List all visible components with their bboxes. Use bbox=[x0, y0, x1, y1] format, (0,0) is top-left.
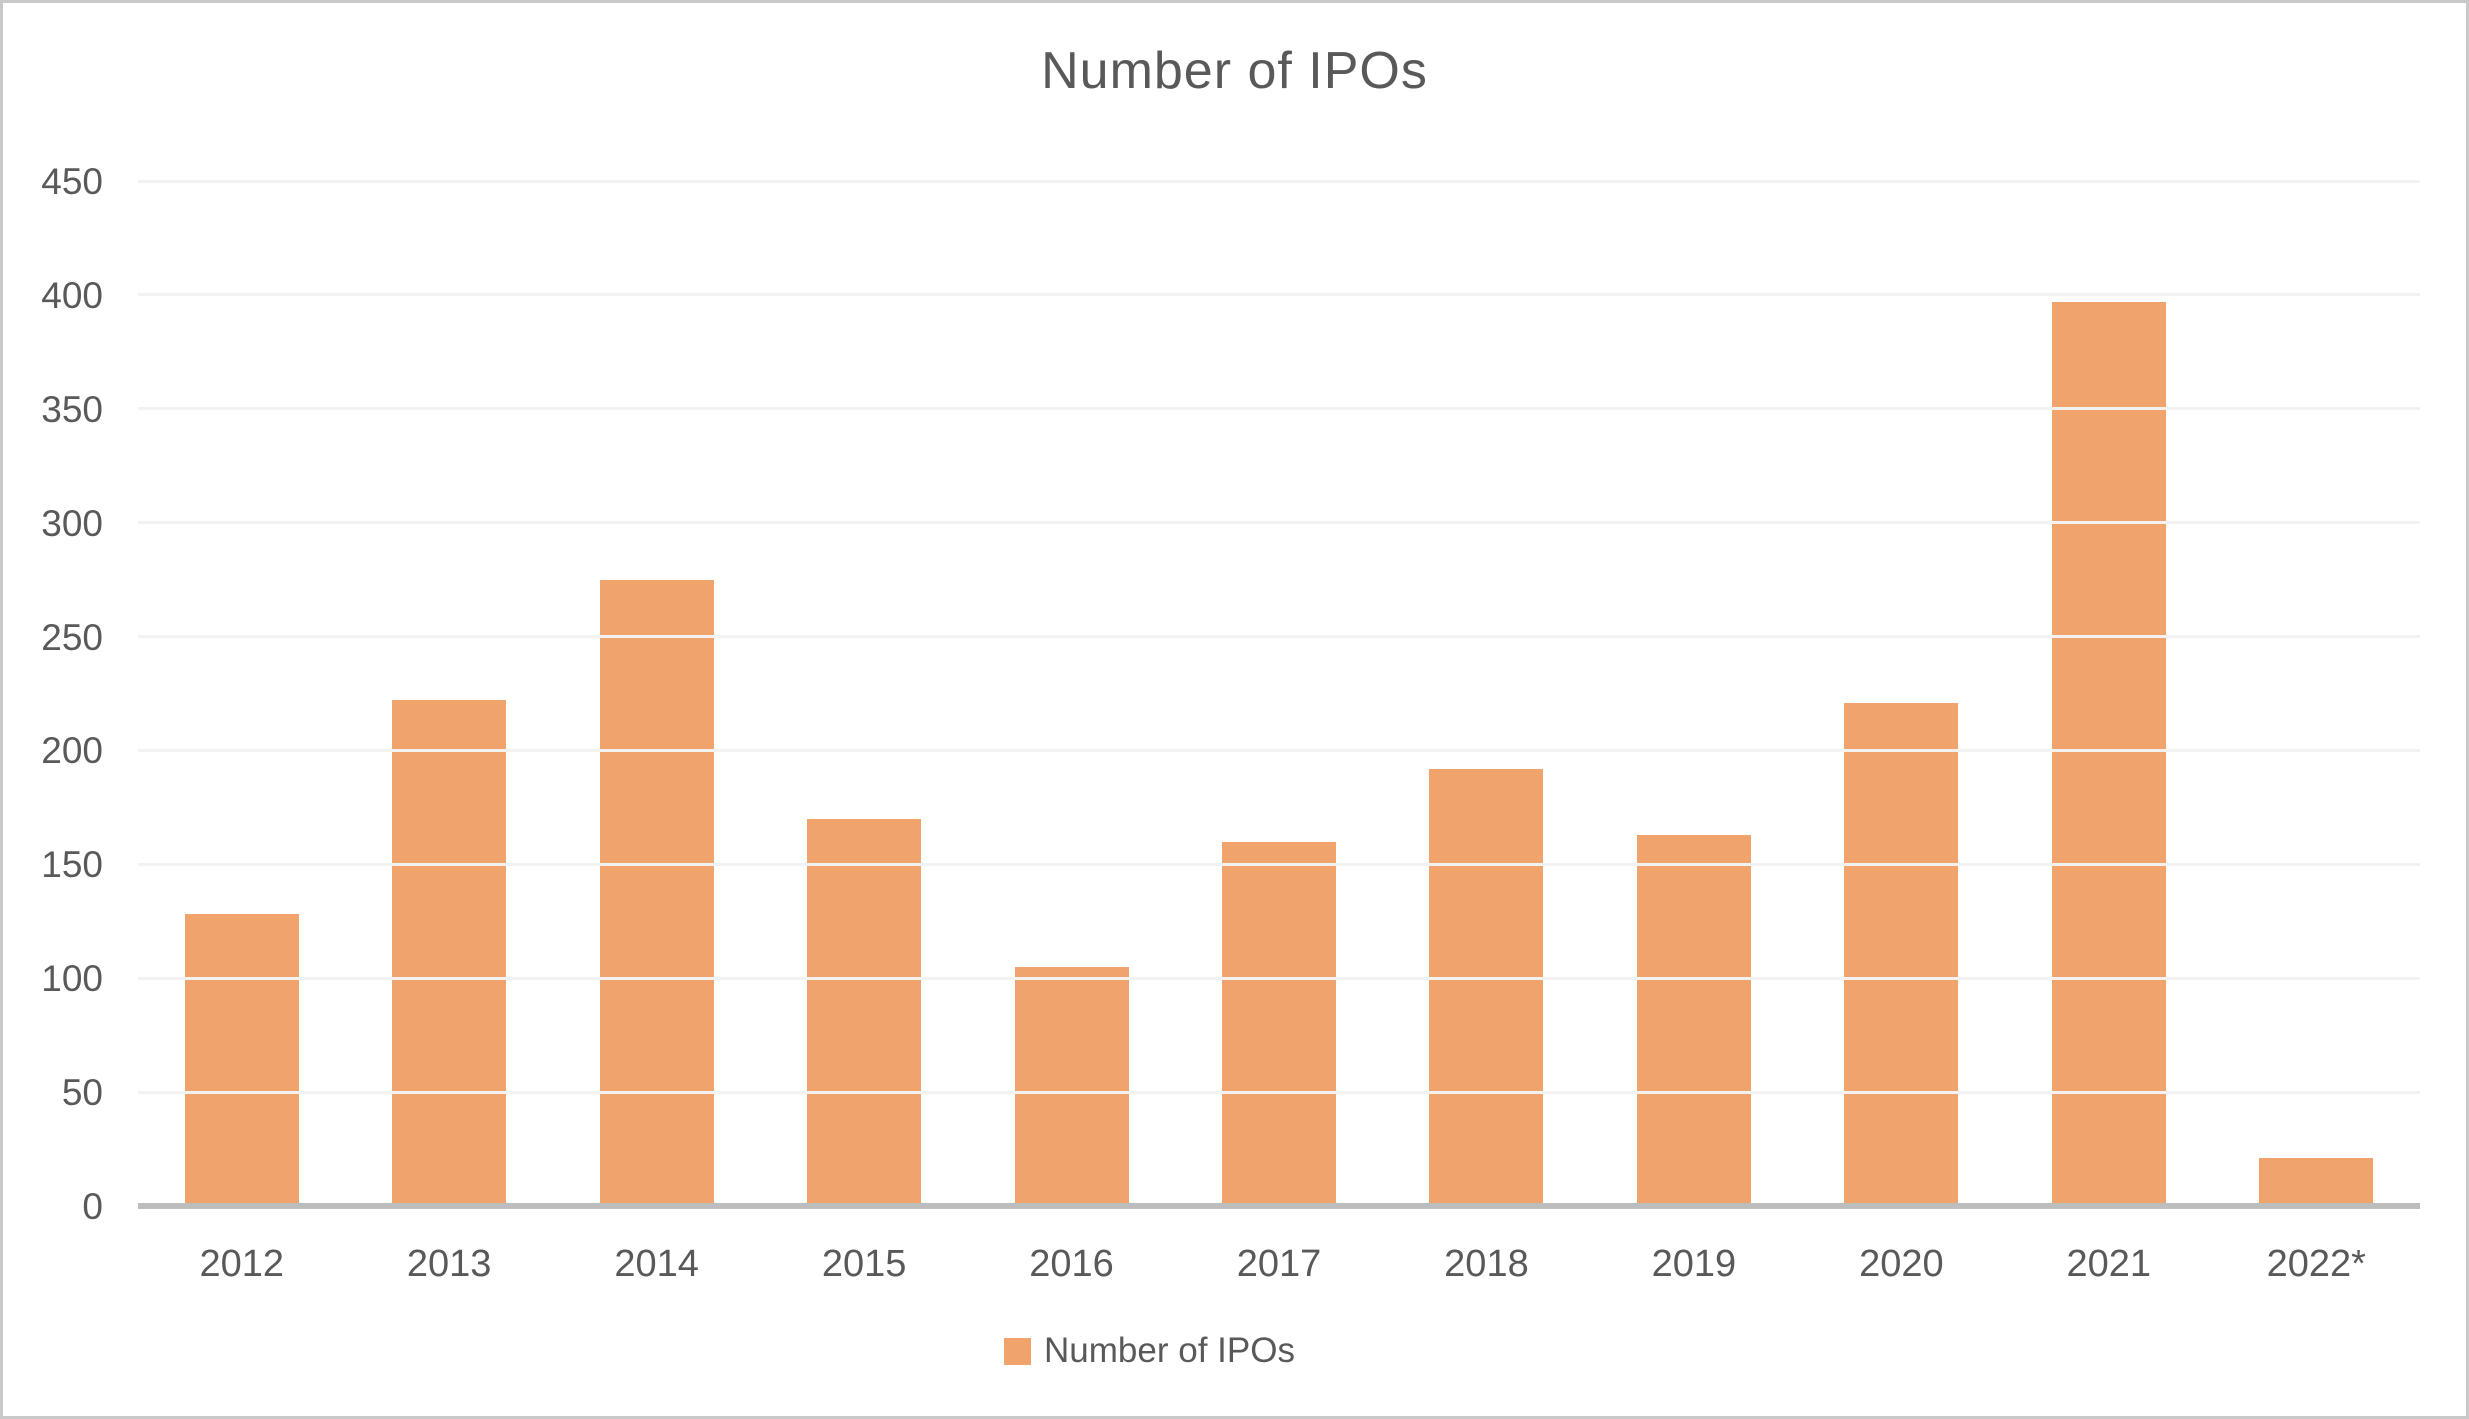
bar bbox=[807, 818, 922, 1206]
y-axis-tick-label: 200 bbox=[41, 730, 103, 772]
bar-slot bbox=[2005, 181, 2212, 1206]
plot-area bbox=[138, 179, 2420, 1209]
bar-slot bbox=[138, 181, 345, 1206]
bar bbox=[2051, 301, 2166, 1206]
bar bbox=[2259, 1158, 2374, 1206]
bar-slot bbox=[760, 181, 967, 1206]
x-axis-tick-label: 2014 bbox=[614, 1243, 699, 1285]
y-axis-tick-label: 400 bbox=[41, 274, 103, 316]
x-axis-tick-label: 2020 bbox=[1859, 1243, 1944, 1285]
bar-slot bbox=[1798, 181, 2005, 1206]
x-axis-labels: 2012 2013 2014 2015 2016 2017 2018 2019 2020 2021… bbox=[138, 1243, 2420, 1286]
x-axis-tick-label: 2013 bbox=[406, 1243, 492, 1285]
x-axis-tick-label: 2012 bbox=[199, 1243, 284, 1285]
gridline bbox=[138, 407, 2420, 411]
y-axis-tick-label: 0 bbox=[82, 1186, 103, 1227]
x-axis-tick-label: 2021 bbox=[2066, 1243, 2152, 1285]
bar bbox=[392, 700, 507, 1206]
gridline bbox=[138, 293, 2420, 297]
y-axis-tick-label: 150 bbox=[41, 844, 103, 886]
legend-marker-icon bbox=[1004, 1337, 1032, 1365]
x-axis-tick-label: 2016 bbox=[1029, 1243, 1114, 1285]
x-axis-tick-label: 2019 bbox=[1651, 1243, 1737, 1285]
bar-slot bbox=[345, 181, 552, 1206]
y-axis-tick-label: 350 bbox=[41, 388, 103, 430]
gridline bbox=[138, 1090, 2420, 1094]
y-axis-tick-label: 50 bbox=[61, 1072, 103, 1114]
x-axis-tick-label: 2022* bbox=[2266, 1243, 2366, 1285]
bar bbox=[1429, 768, 1544, 1206]
gridline bbox=[138, 521, 2420, 525]
gridline bbox=[138, 179, 2420, 183]
y-axis: 0 50 100 150 200 250 300 350 400 450 bbox=[3, 3, 103, 1416]
gridline bbox=[138, 748, 2420, 752]
x-axis-tick-label: 2017 bbox=[1236, 1243, 1322, 1285]
bar bbox=[1636, 834, 1751, 1206]
bar-slot bbox=[1175, 181, 1382, 1206]
x-axis-line bbox=[138, 1203, 2420, 1209]
y-axis-tick-label: 450 bbox=[41, 161, 103, 202]
bar bbox=[1014, 966, 1129, 1206]
chart-title: Number of IPOs bbox=[1041, 42, 1428, 100]
legend: Number of IPOs bbox=[3, 1331, 2381, 1371]
y-axis-tick-label: 250 bbox=[41, 616, 103, 658]
bar-slot bbox=[2213, 181, 2420, 1206]
bar-slot bbox=[1590, 181, 1797, 1206]
y-axis-tick-label: 300 bbox=[41, 502, 103, 544]
gridline bbox=[138, 862, 2420, 866]
bar-slot bbox=[553, 181, 760, 1206]
bar bbox=[599, 579, 714, 1206]
bar bbox=[1844, 702, 1959, 1206]
legend-label: Number of IPOs bbox=[1044, 1331, 1295, 1370]
bar bbox=[184, 914, 299, 1206]
bar-slot bbox=[968, 181, 1175, 1206]
x-axis-tick-label: 2018 bbox=[1444, 1243, 1529, 1285]
gridline bbox=[138, 635, 2420, 639]
bar-series bbox=[138, 181, 2420, 1206]
bar-slot bbox=[1383, 181, 1590, 1206]
gridline bbox=[138, 976, 2420, 980]
bar bbox=[1221, 841, 1336, 1206]
x-axis-tick-label: 2015 bbox=[821, 1243, 907, 1285]
y-axis-tick-label: 100 bbox=[41, 958, 103, 1000]
